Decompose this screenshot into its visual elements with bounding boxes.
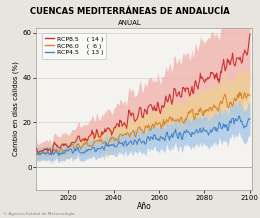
X-axis label: Año: Año <box>137 202 152 211</box>
Text: CUENCAS MEDITERRÁNEAS DE ANDALUCÍA: CUENCAS MEDITERRÁNEAS DE ANDALUCÍA <box>30 7 230 15</box>
Text: ANUAL: ANUAL <box>118 20 142 26</box>
Y-axis label: Cambio en días cálidos (%): Cambio en días cálidos (%) <box>13 61 20 157</box>
Text: © Agencia Estatal de Meteorología: © Agencia Estatal de Meteorología <box>3 212 74 216</box>
Legend: RCP8.5    ( 14 ), RCP6.0    (  6 ), RCP4.5    ( 13 ): RCP8.5 ( 14 ), RCP6.0 ( 6 ), RCP4.5 ( 13… <box>42 33 106 59</box>
